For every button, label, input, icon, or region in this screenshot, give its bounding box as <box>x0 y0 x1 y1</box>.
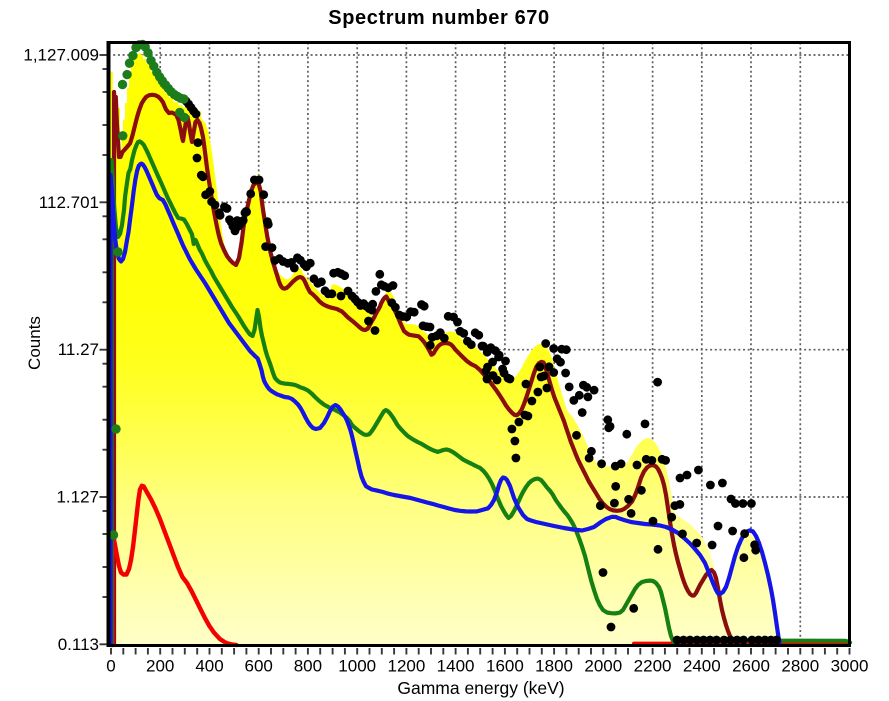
svg-text:1800: 1800 <box>535 657 573 676</box>
svg-text:2200: 2200 <box>634 657 672 676</box>
svg-text:1400: 1400 <box>437 657 475 676</box>
svg-text:2000: 2000 <box>584 657 622 676</box>
svg-text:3000: 3000 <box>831 657 869 676</box>
svg-text:600: 600 <box>245 657 273 676</box>
svg-text:Spectrum number 670: Spectrum number 670 <box>328 7 549 29</box>
svg-text:2800: 2800 <box>781 657 819 676</box>
svg-text:112.701: 112.701 <box>39 193 99 212</box>
svg-text:Counts: Counts <box>25 316 44 370</box>
svg-text:800: 800 <box>294 657 322 676</box>
svg-text:2600: 2600 <box>732 657 770 676</box>
svg-text:200: 200 <box>146 657 174 676</box>
svg-text:Gamma energy (keV): Gamma energy (keV) <box>397 678 564 698</box>
svg-text:1200: 1200 <box>387 657 425 676</box>
svg-text:1000: 1000 <box>338 657 376 676</box>
svg-text:400: 400 <box>195 657 223 676</box>
svg-text:1600: 1600 <box>486 657 524 676</box>
svg-text:11.27: 11.27 <box>58 340 99 359</box>
svg-text:0.113: 0.113 <box>58 635 99 654</box>
svg-text:1.127: 1.127 <box>56 488 99 507</box>
svg-text:0: 0 <box>106 657 115 676</box>
svg-text:2400: 2400 <box>683 657 721 676</box>
svg-text:1,127.009: 1,127.009 <box>23 46 99 65</box>
